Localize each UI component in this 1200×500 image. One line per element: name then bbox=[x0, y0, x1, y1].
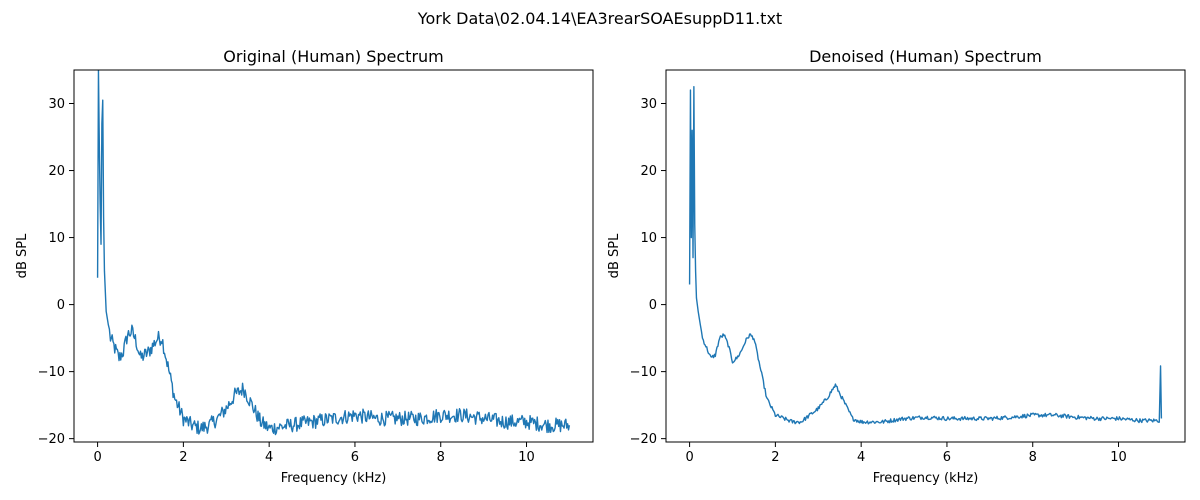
x-axis-label-original: Frequency (kHz) bbox=[281, 471, 387, 486]
y-axis-label-denoised: dB SPL bbox=[607, 233, 622, 278]
y-tick-label: 30 bbox=[640, 97, 657, 112]
panel-original: Original (Human) Spectrum Frequency (kHz… bbox=[15, 47, 594, 486]
x-tick-label: 10 bbox=[1110, 450, 1127, 465]
panel-denoised: Denoised (Human) Spectrum Frequency (kHz… bbox=[607, 47, 1186, 486]
y-tick-label: 10 bbox=[640, 231, 657, 246]
y-tick-label: 0 bbox=[649, 298, 657, 313]
x-axis-label-denoised: Frequency (kHz) bbox=[873, 471, 979, 486]
x-tick-label: 2 bbox=[179, 450, 187, 465]
x-tick-label: 10 bbox=[518, 450, 535, 465]
x-tick-label: 4 bbox=[265, 450, 273, 465]
series-line-denoised-0 bbox=[688, 86, 1163, 425]
plot-area-denoised bbox=[665, 69, 1186, 443]
x-tick-label: 8 bbox=[437, 450, 445, 465]
y-tick-label: −20 bbox=[38, 432, 65, 447]
x-tick-label: 0 bbox=[93, 450, 101, 465]
y-tick-label: 0 bbox=[57, 298, 65, 313]
chart-title-original: Original (Human) Spectrum bbox=[223, 47, 444, 66]
y-tick-label: 20 bbox=[640, 164, 657, 179]
x-tick-label: 0 bbox=[685, 450, 693, 465]
figure-suptitle: York Data\02.04.14\EA3rearSOAEsuppD11.tx… bbox=[417, 9, 782, 28]
x-tick-label: 8 bbox=[1029, 450, 1037, 465]
series-line-original-0 bbox=[96, 70, 571, 436]
y-tick-label: 10 bbox=[48, 231, 65, 246]
x-tick-label: 6 bbox=[351, 450, 359, 465]
y-tick-label: −20 bbox=[630, 432, 657, 447]
chart-title-denoised: Denoised (Human) Spectrum bbox=[809, 47, 1042, 66]
y-tick-label: −10 bbox=[630, 365, 657, 380]
x-tick-label: 4 bbox=[857, 450, 865, 465]
plot-area-original bbox=[73, 69, 594, 443]
y-axis-label-original: dB SPL bbox=[15, 233, 30, 278]
x-tick-label: 6 bbox=[943, 450, 951, 465]
x-tick-label: 2 bbox=[771, 450, 779, 465]
y-tick-label: 20 bbox=[48, 164, 65, 179]
y-tick-label: −10 bbox=[38, 365, 65, 380]
y-tick-label: 30 bbox=[48, 97, 65, 112]
